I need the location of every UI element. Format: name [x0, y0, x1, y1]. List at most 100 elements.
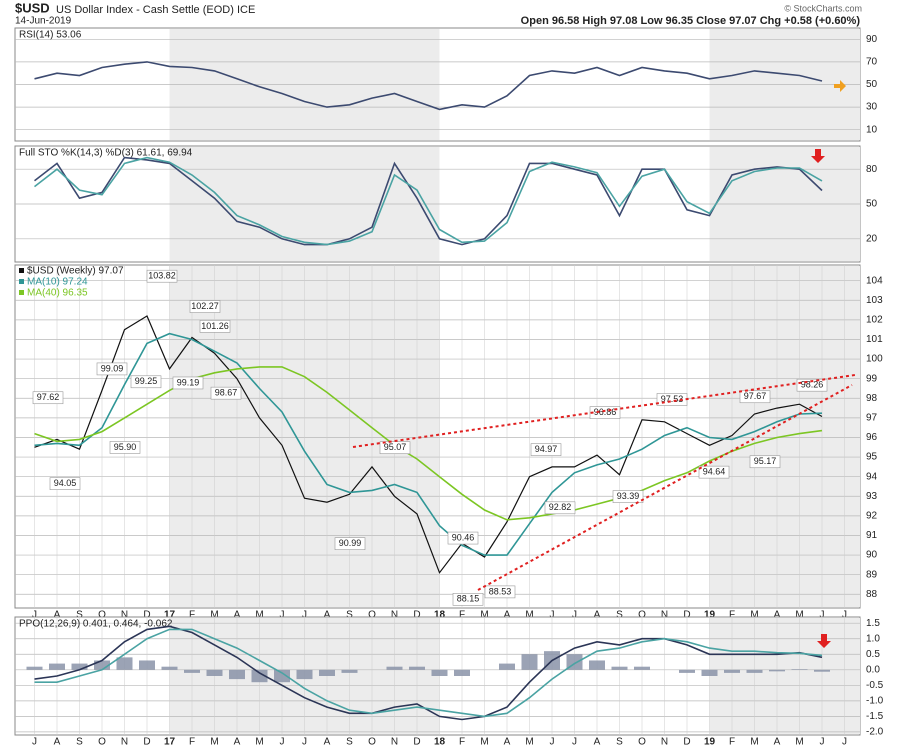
- legend-swatch: [19, 290, 24, 295]
- y-tick-label: 91: [866, 530, 878, 541]
- x-tick-label: M: [480, 610, 488, 621]
- x-tick-label: A: [324, 737, 331, 748]
- histogram-bar: [454, 669, 470, 676]
- annotation: 102.27: [191, 301, 219, 311]
- histogram-bar: [116, 657, 133, 670]
- x-tick-label: N: [121, 610, 128, 621]
- y-tick-label: 93: [866, 491, 878, 502]
- instrument-name: US Dollar Index - Cash Settle (EOD) ICE: [56, 4, 255, 16]
- y-tick-label: 104: [866, 275, 883, 286]
- x-tick-label: 19: [704, 610, 716, 621]
- x-tick-label: 17: [164, 737, 176, 748]
- x-tick-label: F: [729, 610, 735, 621]
- x-tick-label: J: [280, 737, 285, 748]
- x-tick-label: O: [98, 610, 106, 621]
- histogram-bar: [409, 666, 425, 670]
- annotation: 98.67: [215, 388, 238, 398]
- y-tick-label: 92: [866, 511, 878, 522]
- annotation-box: [199, 320, 231, 333]
- histogram-bar: [184, 669, 200, 673]
- annotation: 95.17: [754, 456, 777, 466]
- legend-entry: MA(10) 97.24: [27, 277, 88, 288]
- annotation-box: [109, 441, 141, 454]
- x-tick-label: A: [774, 610, 781, 621]
- y-tick-label: 30: [866, 102, 878, 113]
- x-tick-label: J: [550, 737, 555, 748]
- annotation: 95.07: [384, 442, 407, 452]
- x-tick-label: O: [98, 737, 106, 748]
- series-line: [34, 628, 823, 718]
- annotation-box: [739, 390, 771, 404]
- x-tick-label: J: [820, 610, 825, 621]
- annotation: 92.82: [549, 502, 572, 512]
- x-tick-label: J: [302, 610, 307, 621]
- legend-swatch: [19, 268, 24, 273]
- annotation: 98.26: [801, 380, 824, 390]
- x-tick-label: 18: [434, 737, 446, 748]
- y-tick-label: 103: [866, 295, 883, 306]
- annotation: 99.25: [135, 376, 158, 386]
- y-tick-label: 101: [866, 334, 883, 345]
- annotation-box: [32, 391, 64, 405]
- annotation-box: [447, 531, 479, 545]
- histogram-bar: [431, 669, 448, 676]
- y-tick-label: 95: [866, 452, 878, 463]
- x-tick-label: F: [729, 737, 735, 748]
- x-tick-label: A: [774, 737, 781, 748]
- series-line: [34, 61, 823, 111]
- y-tick-label: 70: [866, 57, 878, 68]
- histogram-bar: [521, 654, 538, 670]
- histogram-bar: [296, 669, 313, 680]
- y-tick-label: 96: [866, 432, 878, 443]
- x-tick-label: J: [302, 737, 307, 748]
- histogram-bar: [139, 660, 155, 670]
- y-tick-label: 97: [866, 413, 878, 424]
- x-tick-label: A: [54, 610, 61, 621]
- annotation-box: [452, 593, 484, 606]
- x-tick-label: 17: [164, 610, 176, 621]
- x-tick-label: A: [594, 737, 601, 748]
- y-tick-label: 50: [866, 199, 878, 210]
- x-tick-label: A: [234, 737, 241, 748]
- annotation: 95.90: [114, 442, 137, 452]
- x-tick-label: S: [346, 737, 353, 748]
- histogram-bar: [634, 666, 650, 670]
- annotation: 90.99: [339, 538, 362, 548]
- annotation-box: [589, 406, 621, 419]
- date: 14-Jun-2019: [15, 16, 72, 27]
- annotation-box: [698, 465, 730, 479]
- annotation: 103.82: [148, 271, 176, 281]
- x-tick-label: D: [143, 737, 150, 748]
- x-tick-label: M: [525, 610, 533, 621]
- histogram-bar: [746, 669, 763, 673]
- annotation-box: [49, 477, 81, 491]
- y-tick-label: 0.5: [866, 649, 880, 660]
- histogram-bar: [49, 663, 65, 670]
- x-tick-label: J: [280, 610, 285, 621]
- histogram-bar: [274, 669, 290, 683]
- trend-line: [352, 374, 856, 448]
- annotation: 99.09: [101, 363, 124, 373]
- y-tick-label: 20: [866, 233, 878, 244]
- x-tick-label: A: [234, 610, 241, 621]
- histogram-bar: [769, 669, 785, 672]
- annotation-box: [334, 537, 366, 550]
- annotation: 94.05: [54, 478, 77, 488]
- x-tick-label: F: [189, 610, 195, 621]
- annotation-box: [749, 455, 781, 469]
- annotation-box: [612, 490, 644, 503]
- y-tick-label: 80: [866, 164, 878, 175]
- annotation: 88.15: [457, 594, 480, 604]
- x-tick-label: O: [368, 610, 376, 621]
- arrow-icon: [811, 149, 825, 163]
- x-tick-label: M: [255, 737, 263, 748]
- y-tick-label: 89: [866, 569, 878, 580]
- x-tick-label: D: [413, 737, 420, 748]
- credit: © StockCharts.com: [784, 3, 862, 13]
- x-tick-label: J: [32, 610, 37, 621]
- x-tick-label: J: [550, 610, 555, 621]
- x-tick-label: J: [842, 610, 847, 621]
- series-line: [34, 156, 823, 246]
- arrow-icon: [817, 634, 831, 648]
